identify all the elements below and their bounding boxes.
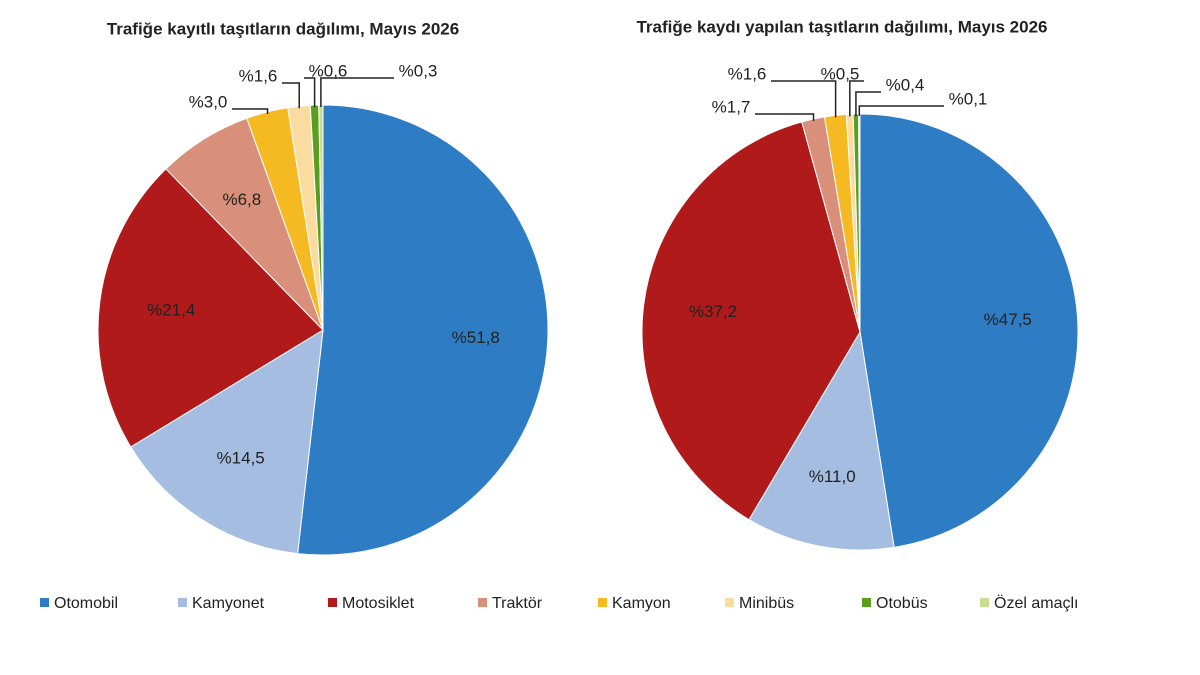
legend-label: Kamyonet <box>192 595 265 612</box>
data-label: %1,6 <box>728 64 767 83</box>
pie-slice <box>859 113 1079 548</box>
leader-line <box>232 108 269 115</box>
legend-swatch <box>862 598 871 607</box>
legend-swatch <box>478 598 487 607</box>
data-label: %0,4 <box>886 75 925 94</box>
pie-slice <box>641 121 861 521</box>
data-label: %3,0 <box>189 92 228 111</box>
legend-swatch <box>328 598 337 607</box>
pie-slice <box>130 329 324 555</box>
leader-line <box>282 82 300 109</box>
legend-label: Kamyon <box>612 595 671 612</box>
leader-line <box>320 77 394 108</box>
legend-label: Otomobil <box>54 595 118 612</box>
legend-swatch <box>980 598 989 607</box>
pie-slice <box>748 330 895 551</box>
chart-title: Trafiğe kayıtlı taşıtların dağılımı, May… <box>107 19 459 38</box>
data-label: %0,6 <box>309 61 348 80</box>
leader-line <box>858 105 944 117</box>
data-label: %14,5 <box>217 448 265 467</box>
legend-label: Özel amaçlı <box>994 594 1078 612</box>
legend-swatch <box>725 598 734 607</box>
data-label: %1,6 <box>239 66 278 85</box>
leader-line <box>849 80 864 117</box>
data-label: %0,5 <box>821 64 860 83</box>
leader-line <box>755 113 815 122</box>
data-label: %51,8 <box>452 328 500 347</box>
legend-label: Traktör <box>492 595 543 612</box>
data-label: %47,5 <box>984 310 1032 329</box>
data-label: %21,4 <box>147 300 195 319</box>
data-label: %6,8 <box>222 190 261 209</box>
chart-title: Trafiğe kaydı yapılan taşıtların dağılım… <box>636 17 1047 36</box>
legend-label: Otobüs <box>876 595 928 612</box>
legend-swatch <box>178 598 187 607</box>
data-label: %11,0 <box>809 467 856 486</box>
pie-slice <box>97 168 324 448</box>
data-label: %37,2 <box>689 302 737 321</box>
legend-swatch <box>598 598 607 607</box>
legend-label: Motosiklet <box>342 595 415 612</box>
leader-line <box>855 91 881 117</box>
pie-slice <box>297 104 549 556</box>
data-label: %1,7 <box>712 97 751 116</box>
leader-line <box>304 77 316 108</box>
leader-line <box>771 80 837 118</box>
legend-label: Minibüs <box>739 595 794 612</box>
data-label: %0,1 <box>949 89 988 108</box>
data-label: %0,3 <box>399 61 438 80</box>
legend-swatch <box>40 598 49 607</box>
